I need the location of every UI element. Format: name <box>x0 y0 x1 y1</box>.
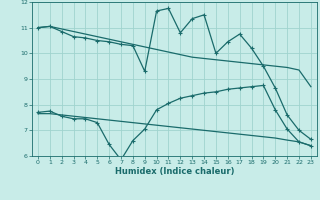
X-axis label: Humidex (Indice chaleur): Humidex (Indice chaleur) <box>115 167 234 176</box>
